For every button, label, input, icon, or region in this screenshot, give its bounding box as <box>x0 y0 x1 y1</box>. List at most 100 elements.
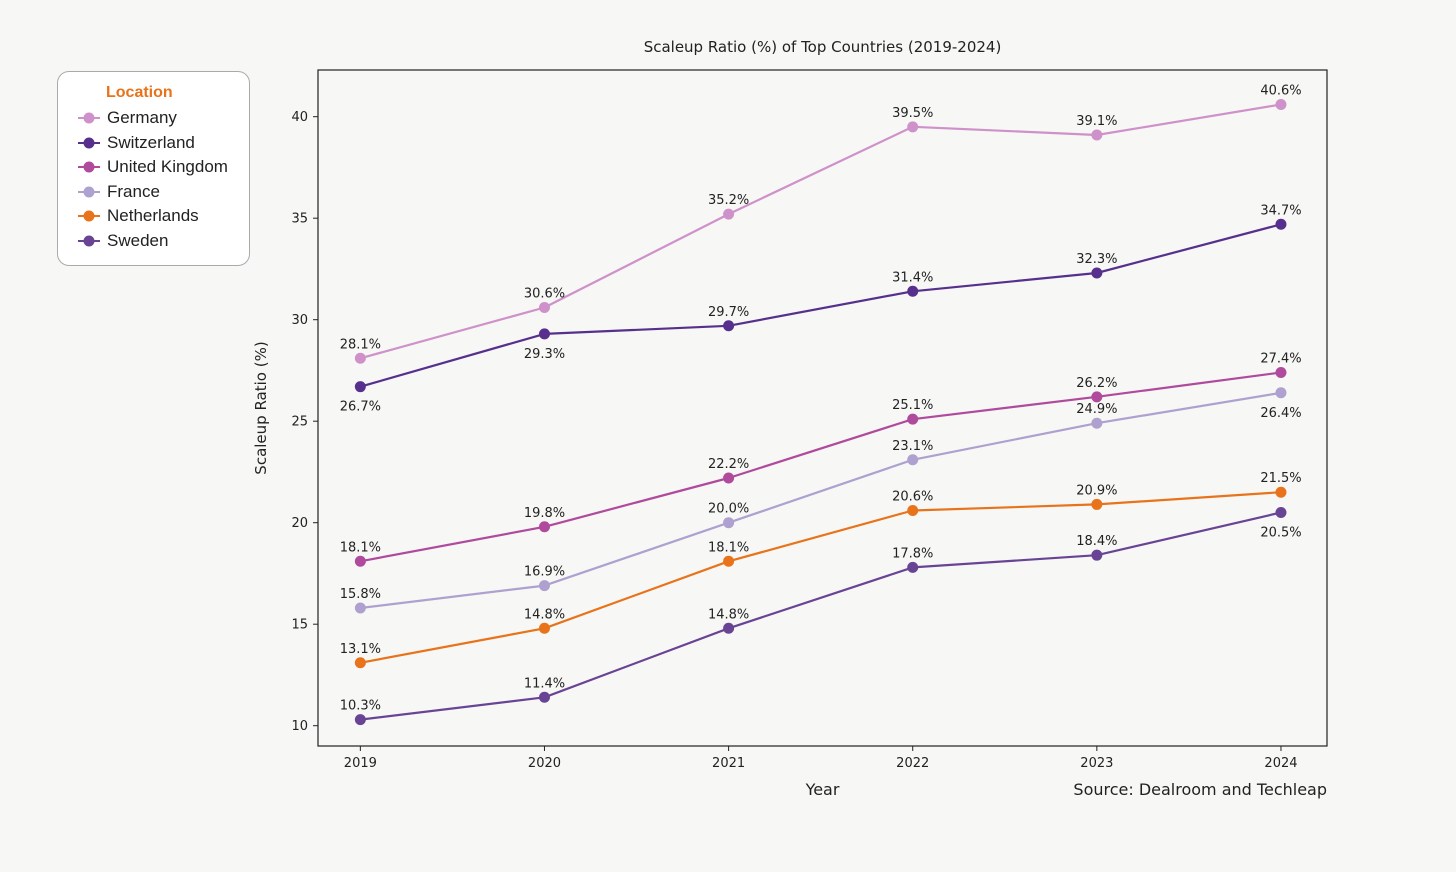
data-point-netherlands <box>1275 486 1287 498</box>
data-point-germany <box>354 352 366 364</box>
legend-swatch-netherlands <box>78 210 100 222</box>
data-label-netherlands: 18.1% <box>708 540 749 555</box>
data-point-germany <box>538 302 550 314</box>
data-point-switzerland <box>907 285 919 297</box>
data-label-netherlands: 13.1% <box>340 642 381 657</box>
data-point-netherlands <box>907 505 919 517</box>
legend-label-sweden: Sweden <box>107 231 169 250</box>
data-label-sweden: 14.8% <box>708 607 749 622</box>
legend-item-united-kingdom: United Kingdom <box>78 157 228 177</box>
data-label-united-kingdom: 22.2% <box>708 457 749 472</box>
data-label-netherlands: 20.9% <box>1076 483 1117 498</box>
series-line-switzerland <box>359 223 1282 388</box>
x-tick-label: 2019 <box>344 756 377 771</box>
legend-title: Location <box>106 84 173 101</box>
y-tick-label: 15 <box>291 618 308 633</box>
data-point-switzerland <box>1275 218 1287 230</box>
data-point-france <box>723 517 735 529</box>
series-line-germany <box>360 103 1282 360</box>
x-tick-label: 2022 <box>896 756 929 771</box>
series-line-netherlands <box>360 491 1282 664</box>
data-label-united-kingdom: 27.4% <box>1260 351 1301 366</box>
data-label-switzerland: 29.3% <box>524 347 565 362</box>
data-label-germany: 28.1% <box>340 337 381 352</box>
data-point-sweden <box>1275 507 1287 519</box>
data-point-france <box>1091 417 1103 429</box>
data-label-germany: 39.1% <box>1076 114 1117 129</box>
data-label-netherlands: 20.6% <box>892 490 933 505</box>
data-label-france: 26.4% <box>1260 406 1301 421</box>
data-label-sweden: 11.4% <box>524 676 565 691</box>
data-point-sweden <box>354 714 366 726</box>
data-point-sweden <box>538 691 550 703</box>
legend-swatch-marker <box>83 112 95 124</box>
data-point-united-kingdom <box>354 555 366 567</box>
legend-label-germany: Germany <box>107 108 177 127</box>
series-line-france <box>360 391 1282 610</box>
data-label-switzerland: 29.7% <box>708 305 749 320</box>
data-point-switzerland <box>723 320 735 332</box>
data-label-united-kingdom: 19.8% <box>524 506 565 521</box>
legend-label-switzerland: Switzerland <box>107 132 195 152</box>
data-label-france: 16.9% <box>524 565 565 580</box>
legend-swatch-marker <box>83 210 95 222</box>
legend-label-united-kingdom: United Kingdom <box>107 157 228 177</box>
data-label-united-kingdom: 18.1% <box>340 540 381 555</box>
legend-swatch-marker <box>83 161 95 173</box>
data-label-sweden: 18.4% <box>1076 534 1117 549</box>
data-point-united-kingdom <box>1091 391 1103 403</box>
data-label-switzerland: 31.4% <box>892 270 933 285</box>
legend-swatch-sweden <box>78 235 100 247</box>
data-point-switzerland <box>1091 267 1103 279</box>
data-label-france: 15.8% <box>340 587 381 602</box>
legend-label-france: France <box>107 181 160 201</box>
y-tick-label: 20 <box>291 516 308 531</box>
data-label-united-kingdom: 26.2% <box>1076 376 1117 391</box>
legend-swatch-marker <box>83 137 95 149</box>
legend-swatch-france <box>78 186 100 198</box>
data-label-switzerland: 32.3% <box>1076 252 1117 267</box>
data-point-germany <box>1091 129 1103 141</box>
data-label-netherlands: 14.8% <box>524 607 565 622</box>
data-label-switzerland: 26.7% <box>340 400 381 415</box>
legend-item-sweden: Sweden <box>78 231 168 251</box>
data-point-france <box>1275 387 1287 399</box>
x-tick-label: 2023 <box>1080 756 1113 771</box>
y-tick-label: 10 <box>291 719 308 734</box>
data-point-netherlands <box>1091 498 1103 510</box>
legend-item-germany: Germany <box>78 108 177 128</box>
data-point-sweden <box>723 622 735 634</box>
data-point-united-kingdom <box>723 472 735 484</box>
data-point-germany <box>723 208 735 220</box>
legend-item-france: France <box>78 182 160 202</box>
data-point-netherlands <box>723 555 735 567</box>
y-axis-label: Scaleup Ratio (%) <box>252 341 270 475</box>
x-tick-label: 2021 <box>712 756 745 771</box>
data-point-france <box>354 602 366 614</box>
data-label-switzerland: 34.7% <box>1260 203 1301 218</box>
x-tick-label: 2024 <box>1264 756 1297 771</box>
data-point-united-kingdom <box>1275 366 1287 378</box>
data-point-sweden <box>1091 549 1103 561</box>
x-axis-label: Year <box>805 780 840 799</box>
data-point-germany <box>907 121 919 133</box>
data-label-sweden: 10.3% <box>340 699 381 714</box>
legend-label-netherlands: Netherlands <box>107 206 199 226</box>
y-tick-label: 30 <box>291 313 308 328</box>
data-point-germany <box>1275 99 1287 111</box>
series-line-sweden <box>360 511 1282 721</box>
data-point-france <box>538 580 550 592</box>
y-tick-label: 40 <box>291 110 308 125</box>
data-point-switzerland <box>538 328 550 340</box>
data-label-united-kingdom: 25.1% <box>892 398 933 413</box>
y-tick-label: 25 <box>291 415 308 430</box>
data-point-sweden <box>907 561 919 573</box>
data-point-france <box>907 454 919 466</box>
data-label-sweden: 17.8% <box>892 546 933 561</box>
series-line-united-kingdom <box>360 371 1282 563</box>
data-label-germany: 40.6% <box>1260 84 1301 99</box>
legend-swatch-marker <box>83 235 95 247</box>
legend-swatch-switzerland <box>78 137 100 149</box>
legend-item-switzerland: Switzerland <box>78 133 195 153</box>
